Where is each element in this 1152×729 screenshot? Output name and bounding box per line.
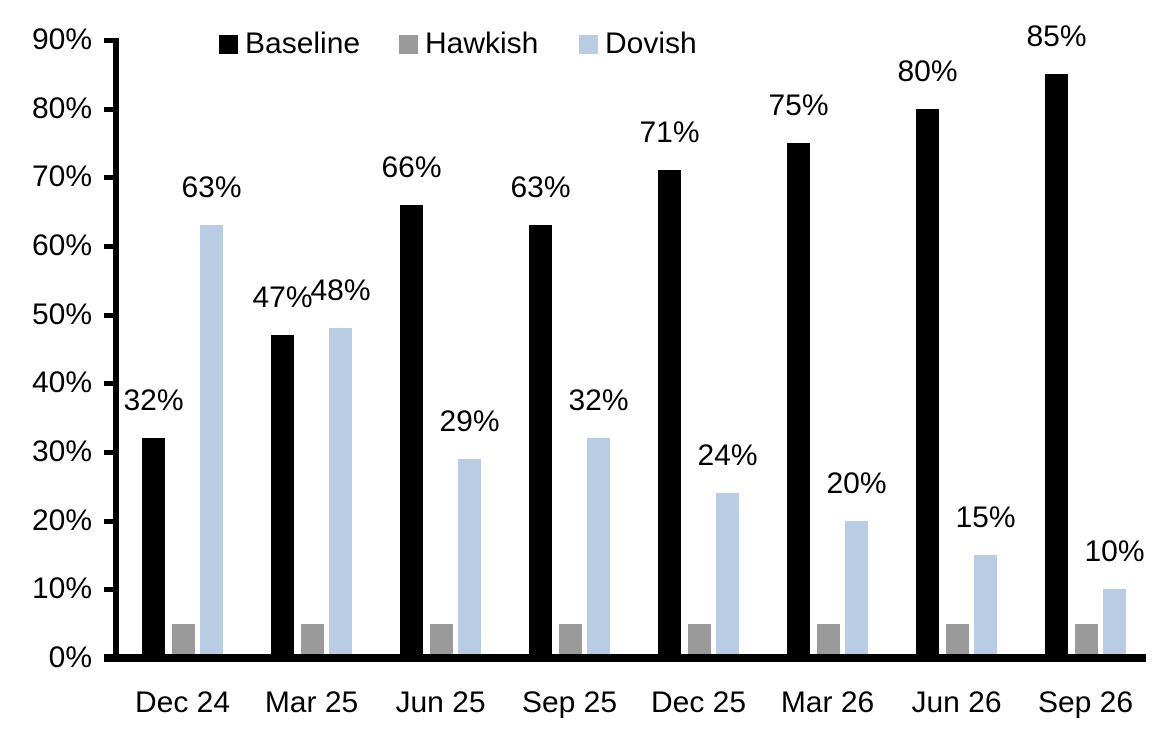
data-label-baseline-mar-25: 47% bbox=[252, 281, 313, 315]
data-label-dovish-dec-24: 63% bbox=[181, 171, 242, 205]
y-axis-tick-label: 10% bbox=[31, 572, 92, 606]
y-axis-tick-label: 50% bbox=[31, 297, 92, 331]
y-axis-tick bbox=[104, 38, 113, 43]
x-axis-label-sep-26: Sep 26 bbox=[1037, 686, 1134, 719]
data-label-baseline-dec-25: 71% bbox=[639, 116, 700, 150]
bar-baseline-mar-25 bbox=[271, 335, 294, 658]
bar-dovish-jun-26 bbox=[974, 555, 997, 658]
data-label-dovish-mar-25: 48% bbox=[310, 274, 371, 308]
x-axis-line bbox=[104, 654, 1146, 662]
data-label-dovish-mar-26: 20% bbox=[826, 466, 887, 500]
bar-baseline-dec-24 bbox=[142, 438, 165, 658]
bar-dovish-jun-25 bbox=[458, 458, 481, 658]
bar-hawkish-sep-25 bbox=[559, 623, 582, 658]
bar-dovish-dec-24 bbox=[200, 225, 223, 658]
legend-marker-dovish bbox=[579, 34, 598, 54]
legend-entry-hawkish: Hawkish bbox=[399, 26, 538, 62]
bar-baseline-jun-25 bbox=[400, 204, 423, 658]
legend-label-baseline: Baseline bbox=[245, 27, 361, 60]
bar-hawkish-jun-25 bbox=[430, 623, 453, 658]
y-axis-tick-label: 40% bbox=[31, 366, 92, 400]
y-axis-line bbox=[113, 38, 119, 662]
data-label-dovish-sep-25: 32% bbox=[568, 384, 629, 418]
y-axis-tick-label: 60% bbox=[31, 229, 92, 262]
bar-hawkish-dec-25 bbox=[688, 623, 711, 658]
bar-baseline-sep-26 bbox=[1045, 74, 1068, 658]
bar-hawkish-jun-26 bbox=[946, 623, 969, 658]
data-label-baseline-jun-25: 66% bbox=[381, 150, 442, 184]
bar-baseline-dec-25 bbox=[658, 170, 681, 658]
bar-baseline-mar-26 bbox=[787, 143, 810, 658]
x-axis-label-mar-25: Mar 25 bbox=[264, 686, 359, 719]
bar-hawkish-mar-25 bbox=[301, 623, 324, 658]
bar-baseline-sep-25 bbox=[529, 225, 552, 658]
data-label-dovish-jun-25: 29% bbox=[439, 404, 500, 438]
y-axis-tick-label: 0% bbox=[48, 641, 92, 674]
data-label-dovish-jun-26: 15% bbox=[955, 501, 1016, 534]
bar-baseline-jun-26 bbox=[916, 108, 939, 658]
y-axis-tick bbox=[104, 244, 113, 249]
y-axis-tick bbox=[104, 175, 113, 181]
data-label-baseline-jun-26: 80% bbox=[897, 54, 958, 88]
bar-hawkish-sep-26 bbox=[1075, 623, 1098, 658]
bar-hawkish-mar-26 bbox=[817, 623, 840, 658]
y-axis-tick bbox=[104, 381, 113, 387]
bar-hawkish-dec-24 bbox=[172, 623, 195, 658]
legend-entry-dovish: Dovish bbox=[579, 26, 697, 62]
y-axis-tick bbox=[104, 450, 113, 455]
x-axis-label-jun-26: Jun 26 bbox=[911, 686, 1002, 719]
legend-label-dovish: Dovish bbox=[605, 27, 697, 60]
y-axis-tick bbox=[104, 106, 113, 112]
data-label-baseline-dec-24: 32% bbox=[123, 384, 184, 418]
y-axis-tick-label: 70% bbox=[31, 160, 92, 194]
y-axis-tick bbox=[104, 312, 113, 318]
legend-marker-hawkish bbox=[399, 34, 418, 54]
x-axis-label-dec-25: Dec 25 bbox=[650, 686, 747, 719]
legend-entry-baseline: Baseline bbox=[219, 26, 360, 62]
bar-dovish-sep-26 bbox=[1103, 589, 1126, 658]
y-axis-tick-label: 20% bbox=[31, 503, 92, 537]
legend-marker-baseline bbox=[219, 34, 238, 54]
bar-dovish-sep-25 bbox=[587, 438, 610, 658]
data-label-baseline-sep-26: 85% bbox=[1026, 20, 1087, 54]
x-axis-label-mar-26: Mar 26 bbox=[780, 686, 875, 719]
bar-dovish-mar-26 bbox=[845, 520, 868, 658]
data-label-dovish-sep-26: 10% bbox=[1084, 535, 1145, 569]
data-label-baseline-sep-25: 63% bbox=[510, 171, 571, 205]
x-axis-label-sep-25: Sep 25 bbox=[521, 686, 618, 719]
bar-dovish-dec-25 bbox=[716, 493, 739, 658]
legend-label-hawkish: Hawkish bbox=[425, 27, 539, 60]
x-axis-label-dec-24: Dec 24 bbox=[134, 686, 231, 719]
y-axis-tick-label: 80% bbox=[31, 91, 92, 125]
y-axis-tick-label: 90% bbox=[31, 23, 92, 56]
x-axis-label-jun-25: Jun 25 bbox=[395, 686, 486, 719]
data-label-baseline-mar-26: 75% bbox=[768, 89, 829, 122]
y-axis-tick-label: 30% bbox=[31, 435, 92, 468]
y-axis-tick bbox=[104, 587, 113, 593]
y-axis-tick bbox=[104, 518, 113, 524]
data-label-dovish-dec-25: 24% bbox=[697, 439, 758, 473]
bar-dovish-mar-25 bbox=[329, 328, 352, 658]
